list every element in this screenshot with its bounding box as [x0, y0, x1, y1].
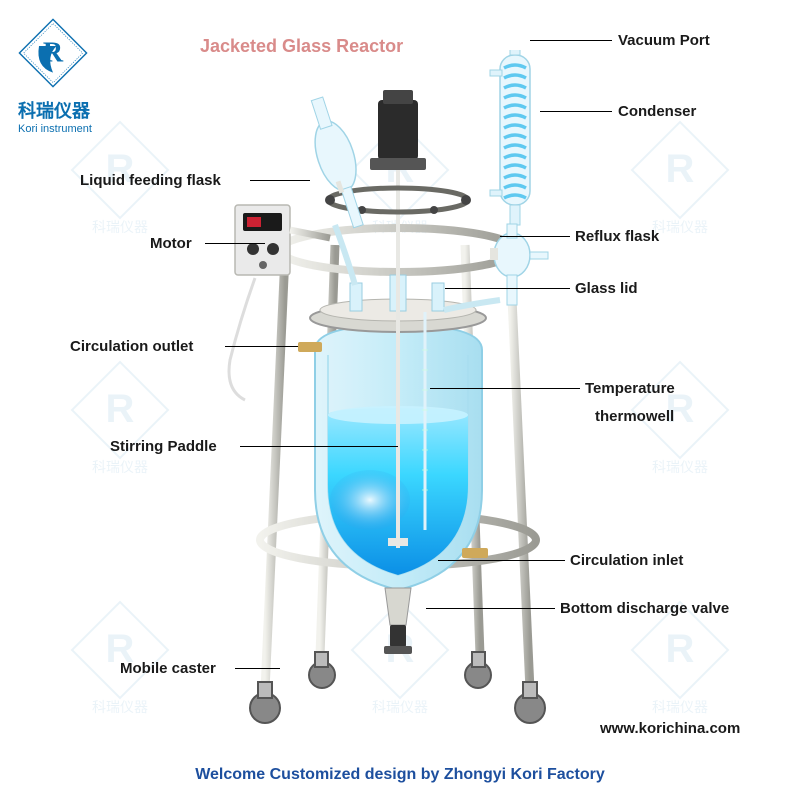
callout-label: Mobile caster [120, 660, 216, 677]
leader-line [235, 668, 280, 669]
callout-label: Condenser [618, 103, 696, 120]
svg-text:科瑞仪器: 科瑞仪器 [652, 699, 708, 715]
svg-text:科瑞仪器: 科瑞仪器 [652, 459, 708, 475]
svg-text:科瑞仪器: 科瑞仪器 [652, 219, 708, 235]
callout-label: Bottom discharge valve [560, 600, 729, 617]
logo-text-cn: 科瑞仪器 [18, 97, 92, 123]
footer-text: Welcome Customized design by Zhongyi Kor… [0, 766, 800, 784]
svg-text:科瑞仪器: 科瑞仪器 [92, 699, 148, 715]
callout-label: Stirring Paddle [110, 438, 217, 455]
callout-label: Liquid feeding flask [80, 172, 221, 189]
watermark-logo: R 科瑞仪器 [620, 120, 740, 240]
callout-label: Glass lid [575, 280, 638, 297]
brand-logo: R 科瑞仪器 Kori instrument [18, 18, 92, 135]
svg-text:R: R [666, 627, 695, 671]
leader-line [530, 40, 612, 41]
callout-label: Motor [150, 235, 192, 252]
callout-label: thermowell [595, 408, 674, 425]
callout-label: Vacuum Port [618, 32, 710, 49]
watermark-logo: R 科瑞仪器 [60, 360, 180, 480]
callout-label: Circulation outlet [70, 338, 193, 355]
watermark-logo: R 科瑞仪器 [620, 600, 740, 720]
leader-line [438, 560, 565, 561]
leader-line [225, 346, 298, 347]
svg-text:R: R [666, 147, 695, 191]
callout-label: Temperature [585, 380, 675, 397]
svg-text:科瑞仪器: 科瑞仪器 [92, 459, 148, 475]
svg-text:科瑞仪器: 科瑞仪器 [92, 219, 148, 235]
reactor-diagram [200, 50, 600, 750]
website-url: www.korichina.com [600, 720, 740, 737]
leader-line [205, 243, 265, 244]
leader-line [445, 288, 570, 289]
svg-text:R: R [106, 387, 135, 431]
leader-line [430, 388, 580, 389]
leader-line [250, 180, 310, 181]
leader-line [240, 446, 398, 447]
logo-text-en: Kori instrument [18, 123, 92, 135]
callout-label: Circulation inlet [570, 552, 683, 569]
leader-line [500, 236, 570, 237]
leader-line [426, 608, 555, 609]
leader-line [540, 111, 612, 112]
callout-label: Reflux flask [575, 228, 659, 245]
